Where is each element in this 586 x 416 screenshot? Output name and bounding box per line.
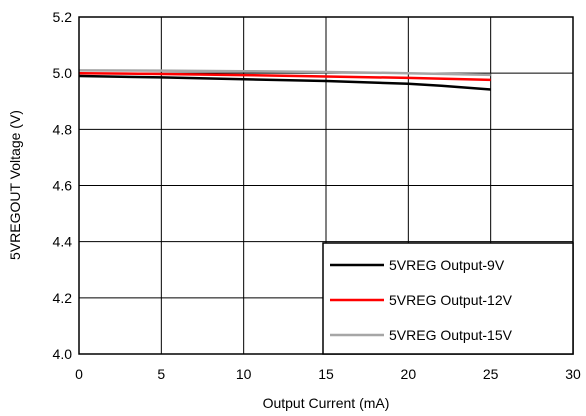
legend-label-3: 5VREG Output-15V <box>389 327 513 343</box>
legend-label-2: 5VREG Output-12V <box>389 292 513 308</box>
x-tick-label: 0 <box>75 366 83 382</box>
y-axis-label: 5VREGOUT Voltage (V) <box>7 110 23 260</box>
y-tick-label: 4.6 <box>53 178 73 194</box>
series-line-3 <box>78 69 491 77</box>
x-tick-label: 10 <box>236 366 252 382</box>
y-tick-labels: 4.0 4.2 4.4 4.6 4.8 5.0 5.2 <box>53 9 73 362</box>
x-tick-label: 5 <box>157 366 165 382</box>
series-line-1 <box>78 74 491 91</box>
series-lines <box>78 69 491 91</box>
x-axis-label: Output Current (mA) <box>263 395 390 411</box>
y-tick-label: 4.0 <box>53 346 73 362</box>
legend: 5VREG Output-9V 5VREG Output-12V 5VREG Out… <box>322 242 574 355</box>
y-tick-label: 4.2 <box>53 290 73 306</box>
y-tick-label: 5.2 <box>53 9 73 25</box>
x-tick-label: 25 <box>483 366 499 382</box>
y-tick-label: 4.4 <box>53 234 73 250</box>
y-tick-label: 5.0 <box>53 65 73 81</box>
y-tick-label: 4.8 <box>53 121 73 137</box>
x-tick-label: 30 <box>565 366 581 382</box>
x-tick-label: 20 <box>401 366 417 382</box>
series-line-2 <box>78 71 491 82</box>
x-tick-labels: 0 5 10 15 20 25 30 <box>75 366 581 382</box>
x-tick-label: 15 <box>318 366 334 382</box>
legend-label-1: 5VREG Output-9V <box>389 257 505 273</box>
